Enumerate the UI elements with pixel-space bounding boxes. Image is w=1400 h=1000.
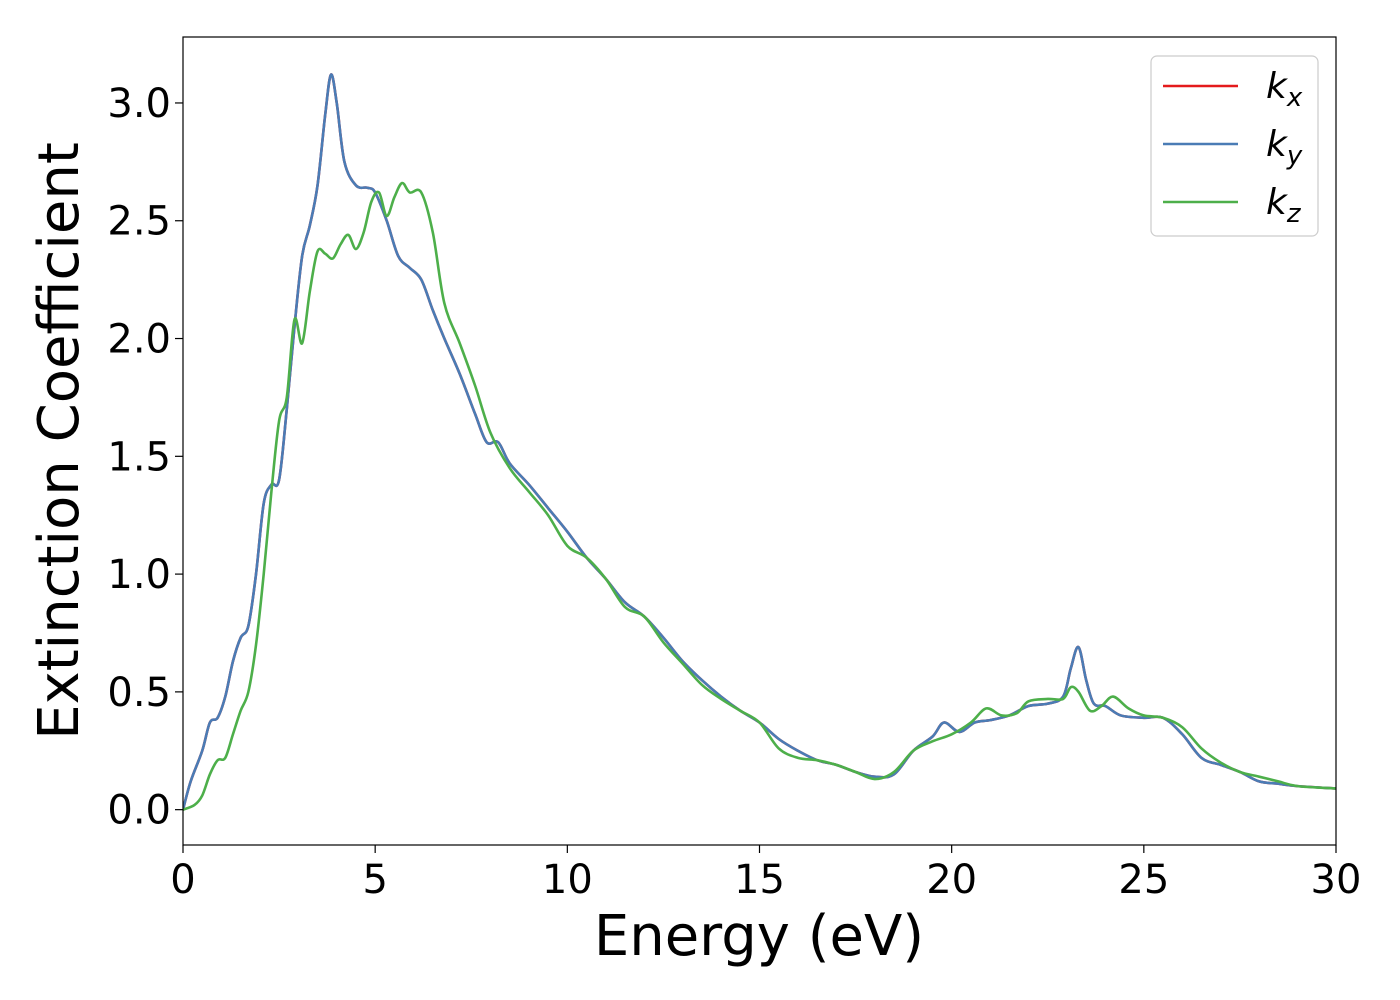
y-axis-ticks: 0.0 0.5 1.0 1.5 2.0 2.5 3.0 [107,81,183,834]
y-tick-label: 2.0 [107,317,171,363]
x-axis-ticks: 0 5 10 15 20 25 30 [170,845,1361,903]
legend-box [1150,55,1319,237]
legend-label-z: kz [1266,182,1302,229]
x-tick-label: 30 [1311,857,1362,903]
series-layer [183,73,1336,811]
y-tick-label: 1.0 [107,552,171,598]
y-tick-label: 1.5 [107,434,171,480]
series-line-z [183,181,1336,811]
legend-label-y: ky [1266,124,1303,171]
legend: kx ky kz [1150,55,1319,237]
x-tick-label: 20 [926,857,977,903]
y-tick-label: 2.5 [107,199,171,245]
x-tick-label: 25 [1118,857,1169,903]
x-axis-label: Energy (eV) [594,904,924,969]
y-tick-label: 0.5 [107,670,171,716]
x-tick-label: 15 [734,857,785,903]
legend-label-x: kx [1266,66,1303,113]
x-tick-label: 0 [170,857,195,903]
y-tick-label: 3.0 [107,81,171,127]
x-tick-label: 5 [362,857,387,903]
y-tick-label: 0.0 [107,788,171,834]
x-tick-label: 10 [542,857,593,903]
y-axis-label: Extinction Coefficient [27,142,92,740]
